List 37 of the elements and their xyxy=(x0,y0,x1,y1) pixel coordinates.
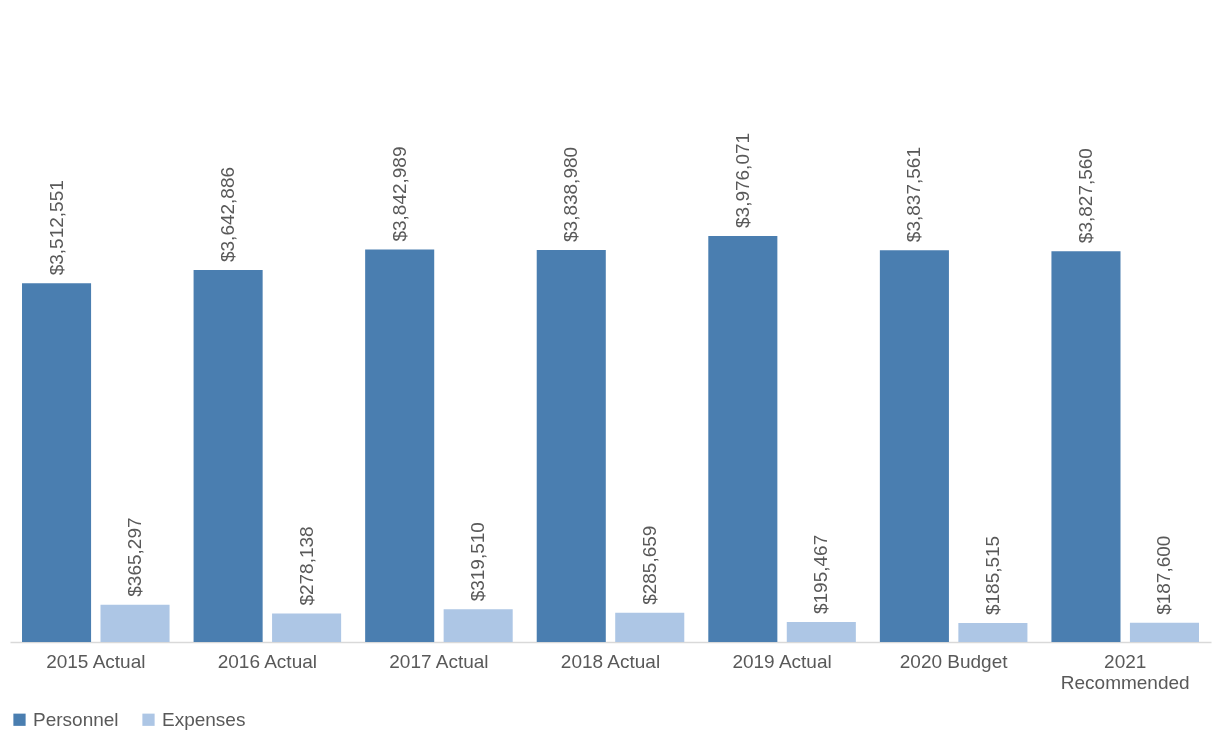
bar xyxy=(1129,622,1199,642)
bar xyxy=(22,283,92,642)
bar xyxy=(272,613,342,642)
data-label: $3,842,989 xyxy=(388,146,410,242)
bar xyxy=(536,250,606,642)
bar xyxy=(879,250,949,642)
bar xyxy=(615,612,685,642)
x-tick-label: 2020 Budget xyxy=(899,650,1009,672)
data-label: $187,600 xyxy=(1153,535,1175,615)
x-tick-label: 2019 Actual xyxy=(732,650,832,672)
data-label: $319,510 xyxy=(467,522,489,602)
legend-label: Expenses xyxy=(162,708,246,730)
x-tick-label: 2015 Actual xyxy=(46,650,146,672)
x-tick-label: 2016 Actual xyxy=(217,650,318,672)
legend-label: Personnel xyxy=(33,708,119,730)
data-label: $3,827,560 xyxy=(1074,148,1096,244)
bar xyxy=(958,623,1028,642)
bar xyxy=(708,236,778,642)
data-label: $365,297 xyxy=(124,517,146,597)
data-label: $278,138 xyxy=(295,526,317,606)
data-label: $3,642,886 xyxy=(217,166,239,263)
bar xyxy=(443,609,513,642)
bar xyxy=(365,249,435,642)
x-tick-label: 2017 Actual xyxy=(389,650,489,672)
data-label: $3,512,551 xyxy=(45,180,67,276)
data-label: $185,515 xyxy=(981,535,1003,616)
bar xyxy=(193,270,263,642)
data-label: $195,467 xyxy=(810,534,832,615)
bar xyxy=(100,604,170,642)
data-label: $3,976,071 xyxy=(731,132,753,228)
data-label: $3,838,980 xyxy=(560,146,582,242)
x-tick-label: 2021 Recommended xyxy=(1060,650,1190,693)
data-label: $3,837,561 xyxy=(903,147,925,243)
data-label: $285,659 xyxy=(638,525,660,605)
bar xyxy=(1051,251,1121,642)
x-tick-label: 2018 Actual xyxy=(560,650,661,672)
bar xyxy=(786,622,856,642)
